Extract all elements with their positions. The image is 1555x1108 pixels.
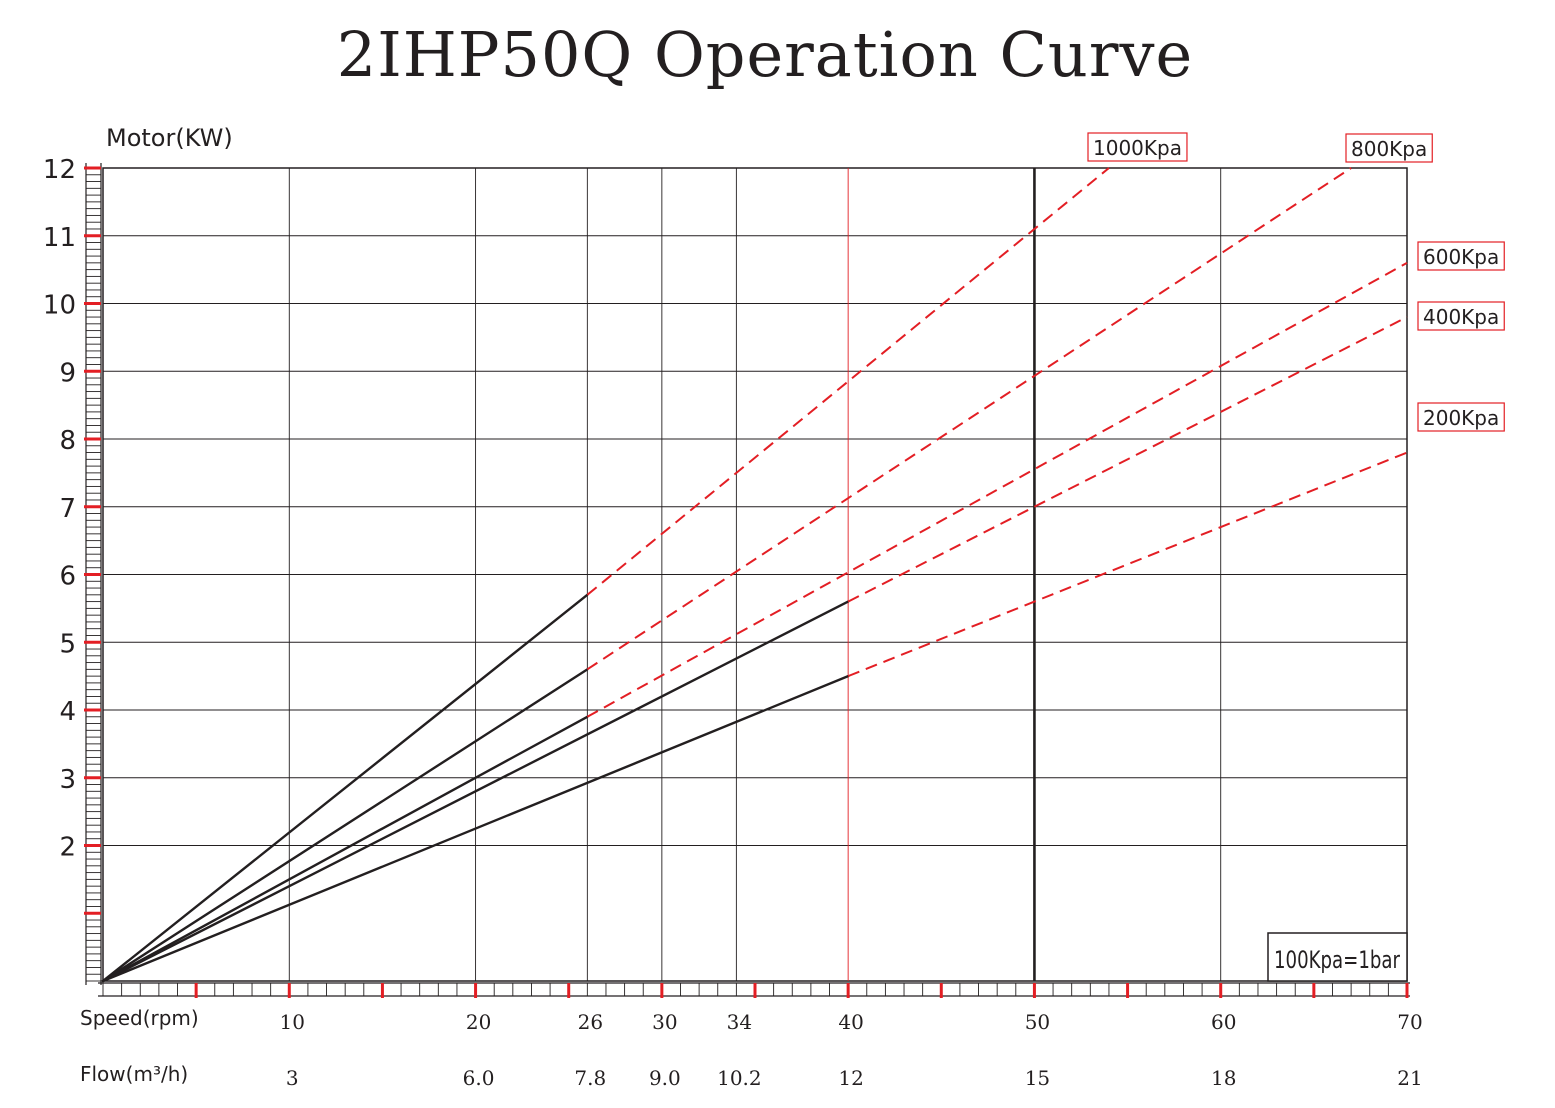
y-tick-label: 11 <box>43 223 76 253</box>
x-tick-label: 60 <box>1211 1010 1236 1034</box>
legend-1000kpa: 1000Kpa <box>1087 132 1188 162</box>
flow-axis-title: Flow(m³/h) <box>80 1062 188 1086</box>
legend-label: 400Kpa <box>1423 305 1499 329</box>
legend-label: 1000Kpa <box>1093 136 1182 160</box>
curve-dashed-600kpa <box>586 261 1408 718</box>
unit-note-text: 100Kpa=1bar <box>1274 946 1400 974</box>
x-tick-label: 40 <box>838 1010 863 1034</box>
curve-solid-800kpa <box>101 668 589 983</box>
legend-box <box>1417 402 1505 432</box>
legend-box <box>1417 301 1505 331</box>
y-tick-label: 9 <box>59 358 76 388</box>
y-tick-label: 10 <box>43 291 76 321</box>
curve-solid-600kpa <box>101 715 589 983</box>
flow-tick-label: 21 <box>1397 1066 1422 1090</box>
legend-600kpa: 600Kpa <box>1417 241 1505 271</box>
unit-note: 100Kpa=1bar <box>1267 932 1408 982</box>
grid <box>102 167 1408 982</box>
flow-tick-label: 15 <box>1025 1066 1050 1090</box>
x-tick-label: 70 <box>1397 1010 1422 1034</box>
x-axis-title: Speed(rpm) <box>80 1006 199 1030</box>
x-tick-label: 50 <box>1025 1010 1050 1034</box>
legend-label: 600Kpa <box>1423 245 1499 269</box>
flow-tick-label: 6.0 <box>463 1066 495 1090</box>
curve-solid-400kpa <box>101 600 850 983</box>
legend-label: 800Kpa <box>1351 137 1427 161</box>
unit-note-box <box>1267 932 1408 982</box>
legend-box <box>1345 133 1433 163</box>
curve-solid-200kpa <box>101 674 850 983</box>
y-tick-label: 7 <box>59 494 76 524</box>
curve-dashed-800kpa <box>586 167 1352 671</box>
curve-dashed-1000kpa <box>586 167 1110 596</box>
y-axis-title: Motor(KW) <box>106 124 233 152</box>
x-tick-label: 34 <box>727 1010 752 1034</box>
x-tick-label: 26 <box>578 1010 603 1034</box>
legend-200kpa: 200Kpa <box>1417 402 1505 432</box>
y-tick-label: 12 <box>43 155 76 185</box>
curve-dashed-200kpa <box>847 451 1408 678</box>
legend-800kpa: 800Kpa <box>1345 133 1433 163</box>
flow-tick-label: 18 <box>1211 1066 1236 1090</box>
y-tick-label: 4 <box>59 697 76 727</box>
y-tick-label: 3 <box>59 765 76 795</box>
curve-dashed-400kpa <box>847 316 1408 603</box>
x-tick-label: 10 <box>280 1010 305 1034</box>
labels: Motor(KW)23456789101112Speed(rpm)Flow(m³… <box>43 124 1505 1090</box>
y-tick-label: 6 <box>59 562 76 592</box>
curves <box>101 167 1408 983</box>
legend-box <box>1087 132 1188 162</box>
legend-label: 200Kpa <box>1423 406 1499 430</box>
y-tick-label: 2 <box>59 833 76 863</box>
flow-tick-label: 7.8 <box>574 1066 606 1090</box>
y-tick-label: 8 <box>59 426 76 456</box>
axis-ruler <box>84 163 1410 998</box>
flow-tick-label: 10.2 <box>717 1066 762 1090</box>
flow-tick-label: 12 <box>838 1066 863 1090</box>
flow-tick-label: 9.0 <box>649 1066 681 1090</box>
x-tick-label: 30 <box>652 1010 677 1034</box>
flow-tick-label: 3 <box>286 1066 299 1090</box>
y-tick-label: 5 <box>59 629 76 659</box>
x-tick-label: 20 <box>466 1010 491 1034</box>
chart-title: 2IHP50Q Operation Curve <box>336 18 1194 91</box>
legend-400kpa: 400Kpa <box>1417 301 1505 331</box>
curve-solid-1000kpa <box>101 593 589 983</box>
legend-box <box>1417 241 1505 271</box>
